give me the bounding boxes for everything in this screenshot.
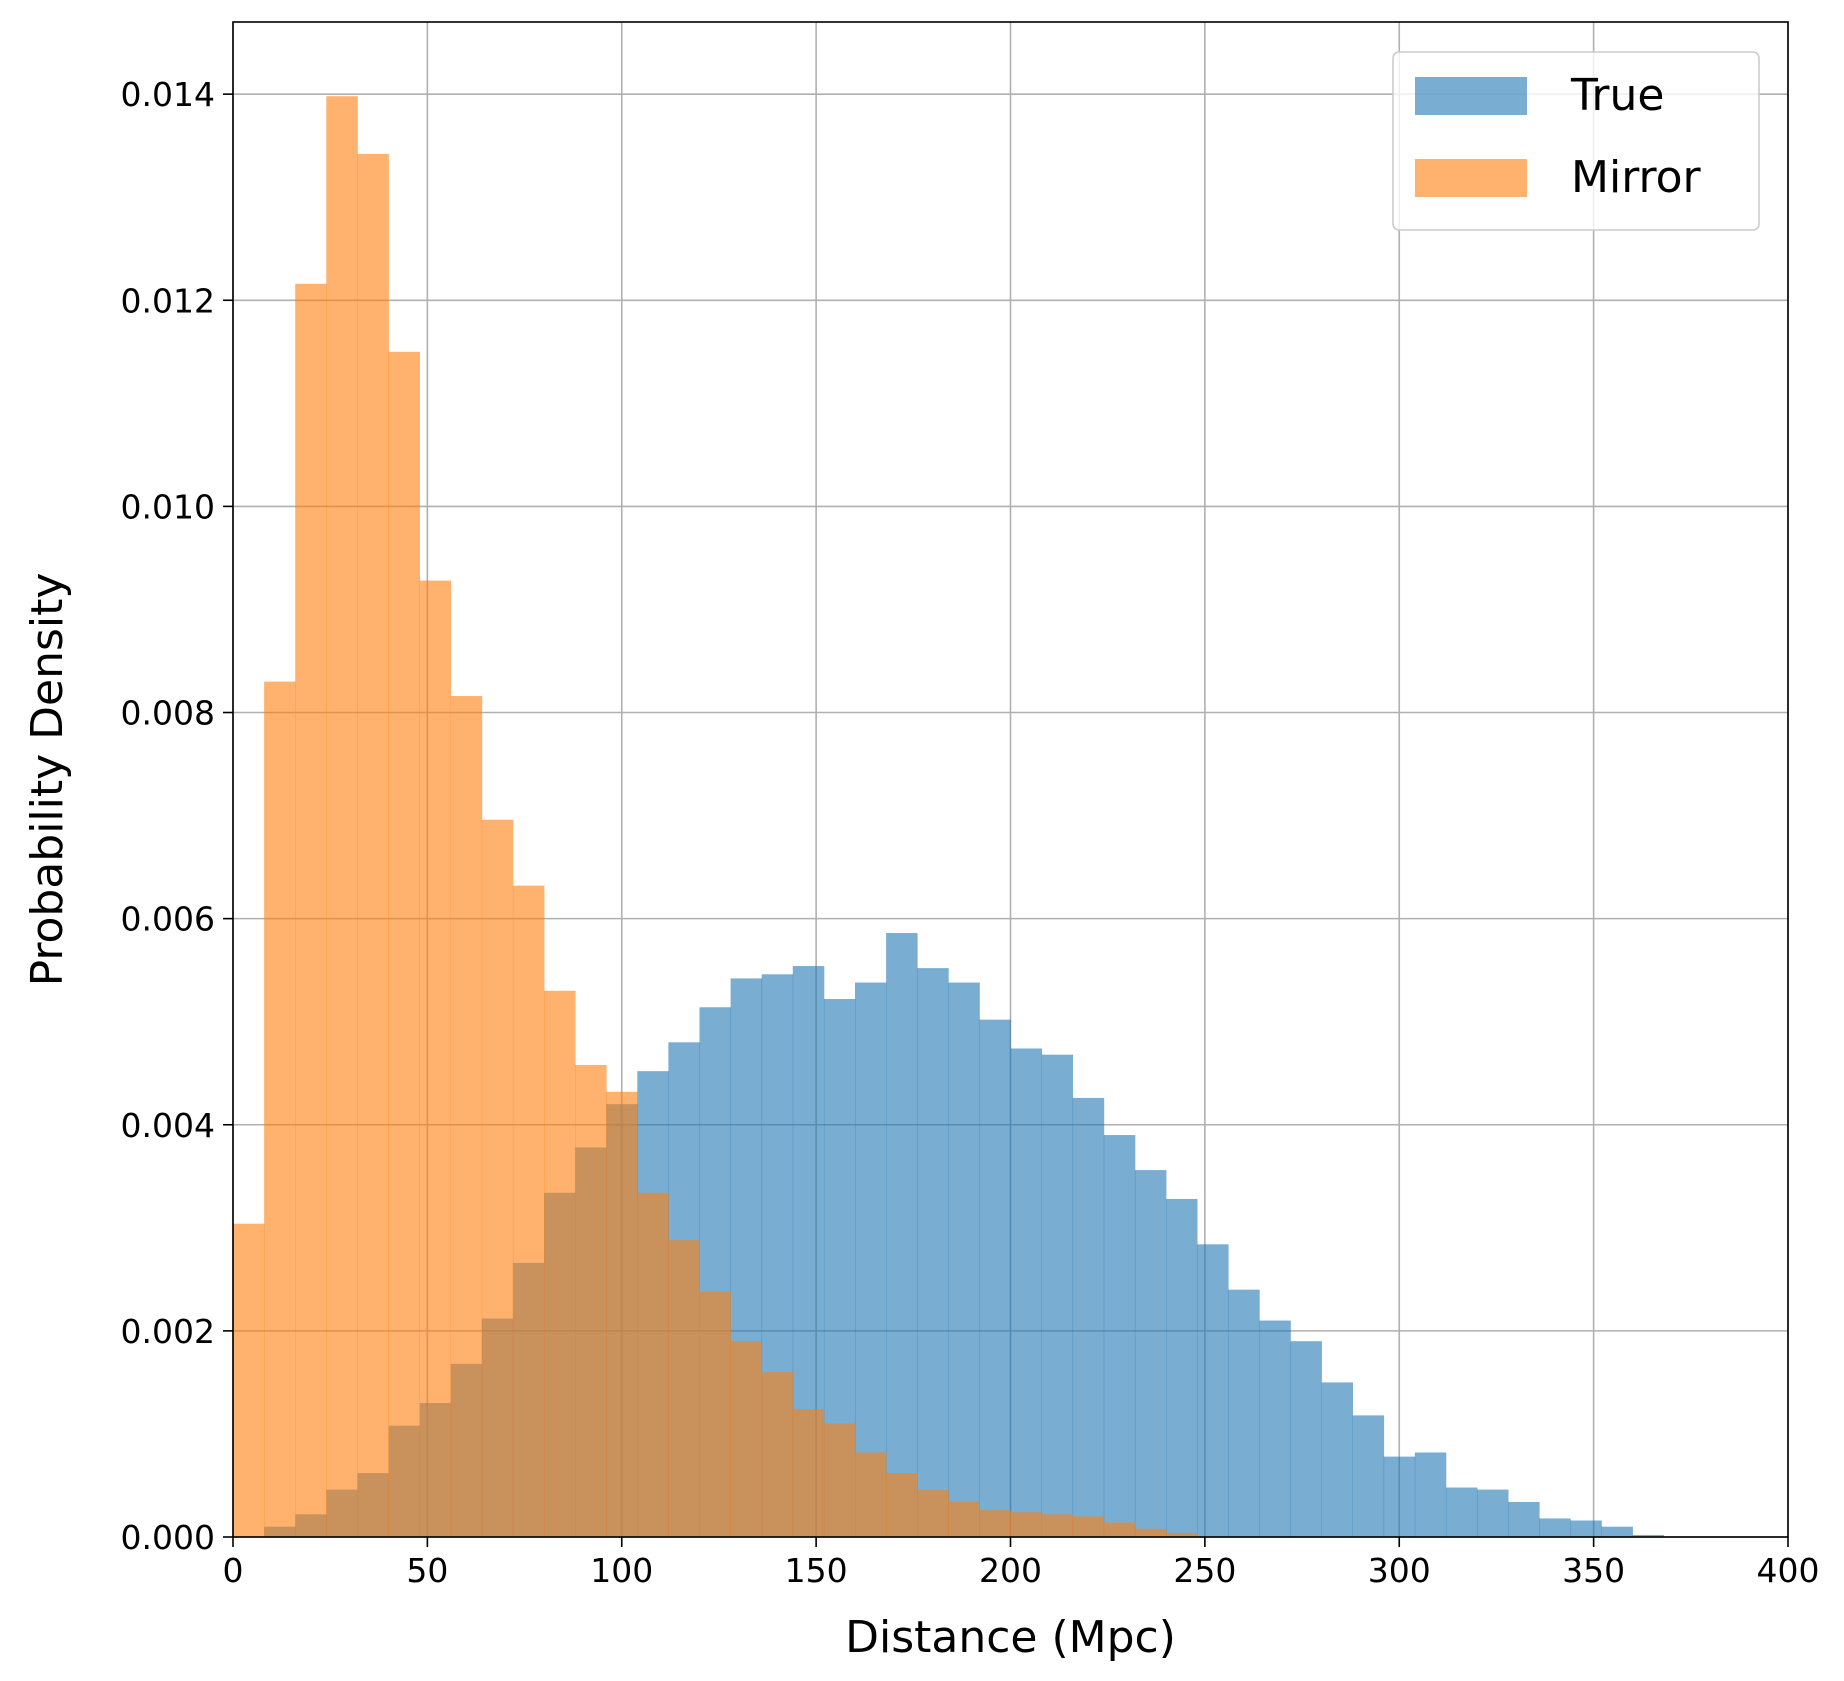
bar-true: [1166, 1198, 1198, 1537]
y-axis-ticks: 0.000 0.002 0.004 0.006 0.008 0.010 0.012 0.014: [121, 75, 233, 1557]
x-tick-label: 350: [1562, 1551, 1625, 1590]
bar-mirror: [512, 885, 545, 1537]
bar-true: [948, 982, 980, 1537]
bar-mirror: [326, 96, 358, 1537]
bar-mirror: [264, 681, 296, 1537]
bar-mirror: [823, 1423, 856, 1537]
y-tick-label: 0.014: [121, 75, 215, 114]
x-tick-label: 0: [223, 1551, 244, 1590]
legend-swatch-mirror: [1415, 159, 1527, 197]
bar-mirror: [606, 1091, 638, 1537]
x-tick-label: 50: [406, 1551, 448, 1590]
y-tick-label: 0.012: [121, 281, 215, 320]
bar-true: [1601, 1526, 1633, 1537]
legend-label-true: True: [1570, 70, 1664, 121]
bar-true: [1228, 1289, 1260, 1537]
bar-mirror: [637, 1192, 669, 1537]
bar-true: [917, 968, 949, 1537]
x-tick-label: 300: [1368, 1551, 1431, 1590]
bar-mirror: [357, 153, 389, 1538]
bar-mirror: [668, 1240, 700, 1537]
bar-true: [1197, 1244, 1229, 1537]
x-tick-label: 100: [590, 1551, 653, 1590]
bar-true: [1632, 1534, 1664, 1537]
series-mirror: [233, 96, 1198, 1538]
legend-swatch-true: [1415, 77, 1527, 115]
y-tick-label: 0.004: [121, 1106, 215, 1145]
bar-mirror: [233, 1223, 265, 1537]
bar-mirror: [295, 283, 327, 1537]
bar-true: [1445, 1487, 1478, 1537]
y-tick-label: 0.000: [121, 1518, 215, 1557]
bar-mirror: [481, 819, 514, 1537]
y-tick-label: 0.008: [121, 694, 215, 733]
bar-true: [1570, 1520, 1602, 1537]
x-axis-ticks: 0 50 100 150 200 250 300 350 400: [223, 1537, 1820, 1590]
x-tick-label: 150: [785, 1551, 848, 1590]
bar-mirror: [792, 1409, 825, 1537]
bar-true: [1103, 1135, 1136, 1537]
bar-true: [1414, 1452, 1447, 1537]
x-tick-label: 400: [1757, 1551, 1820, 1590]
bar-mirror: [979, 1510, 1011, 1537]
bar-mirror: [1072, 1516, 1105, 1537]
bar-mirror: [917, 1489, 949, 1537]
legend: True Mirror: [1392, 51, 1760, 231]
bar-true: [855, 982, 887, 1537]
bar-mirror: [450, 696, 483, 1537]
x-tick-label: 250: [1173, 1551, 1236, 1590]
bar-mirror: [1103, 1522, 1136, 1537]
y-tick-label: 0.002: [121, 1312, 215, 1351]
bar-true: [1010, 1048, 1042, 1537]
y-tick-label: 0.006: [121, 900, 215, 939]
bar-mirror: [730, 1341, 763, 1537]
bar-true: [1072, 1097, 1105, 1537]
bar-true: [1321, 1382, 1353, 1537]
bar-true: [1041, 1054, 1074, 1537]
bar-mirror: [1166, 1532, 1198, 1537]
x-axis-label: Distance (Mpc): [845, 1612, 1176, 1663]
series-true: [264, 933, 1664, 1537]
bar-true: [1352, 1415, 1385, 1537]
bar-mirror: [575, 1064, 607, 1537]
bar-true: [1508, 1501, 1540, 1537]
bar-mirror: [388, 351, 420, 1538]
y-tick-label: 0.010: [121, 487, 215, 526]
bar-mirror: [699, 1291, 731, 1537]
bar-true: [1477, 1489, 1509, 1537]
bar-mirror: [855, 1452, 887, 1537]
bar-true: [1539, 1518, 1571, 1537]
x-tick-label: 200: [979, 1551, 1042, 1590]
bar-true: [1383, 1456, 1416, 1537]
bar-mirror: [1010, 1512, 1042, 1537]
legend-label-mirror: Mirror: [1571, 152, 1702, 203]
bar-mirror: [419, 580, 452, 1537]
bar-mirror: [886, 1473, 918, 1537]
bar-mirror: [948, 1501, 980, 1537]
bar-true: [979, 1019, 1011, 1537]
bar-mirror: [1041, 1514, 1074, 1537]
y-axis-label: Probability Density: [22, 573, 73, 987]
bar-true: [886, 933, 918, 1537]
bar-true: [1134, 1170, 1167, 1537]
bar-true: [1259, 1320, 1291, 1537]
bar-true: [1290, 1341, 1322, 1537]
bar-mirror: [1134, 1528, 1167, 1537]
bar-mirror: [544, 990, 576, 1537]
bars: [233, 96, 1664, 1538]
bar-mirror: [761, 1372, 794, 1537]
